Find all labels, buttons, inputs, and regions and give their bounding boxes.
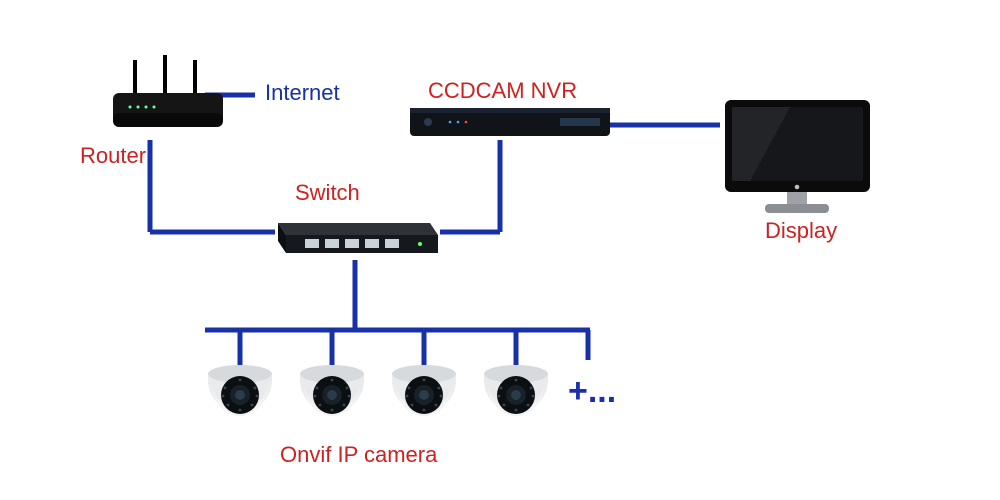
camera-icon bbox=[384, 360, 464, 440]
nvr-label: CCDCAM NVR bbox=[428, 78, 577, 104]
camera-label: Onvif IP camera bbox=[280, 442, 437, 468]
display-icon bbox=[720, 95, 875, 220]
switch-label: Switch bbox=[295, 180, 360, 206]
router-icon bbox=[105, 65, 235, 140]
camera-icon bbox=[292, 360, 372, 440]
camera-icon bbox=[476, 360, 556, 440]
more-cameras-label: +... bbox=[568, 372, 616, 411]
internet-label: Internet bbox=[265, 80, 340, 106]
switch-icon bbox=[270, 205, 440, 260]
router-label: Router bbox=[80, 143, 146, 169]
camera-icon bbox=[200, 360, 280, 440]
display-label: Display bbox=[765, 218, 837, 244]
nvr-icon bbox=[410, 105, 610, 140]
